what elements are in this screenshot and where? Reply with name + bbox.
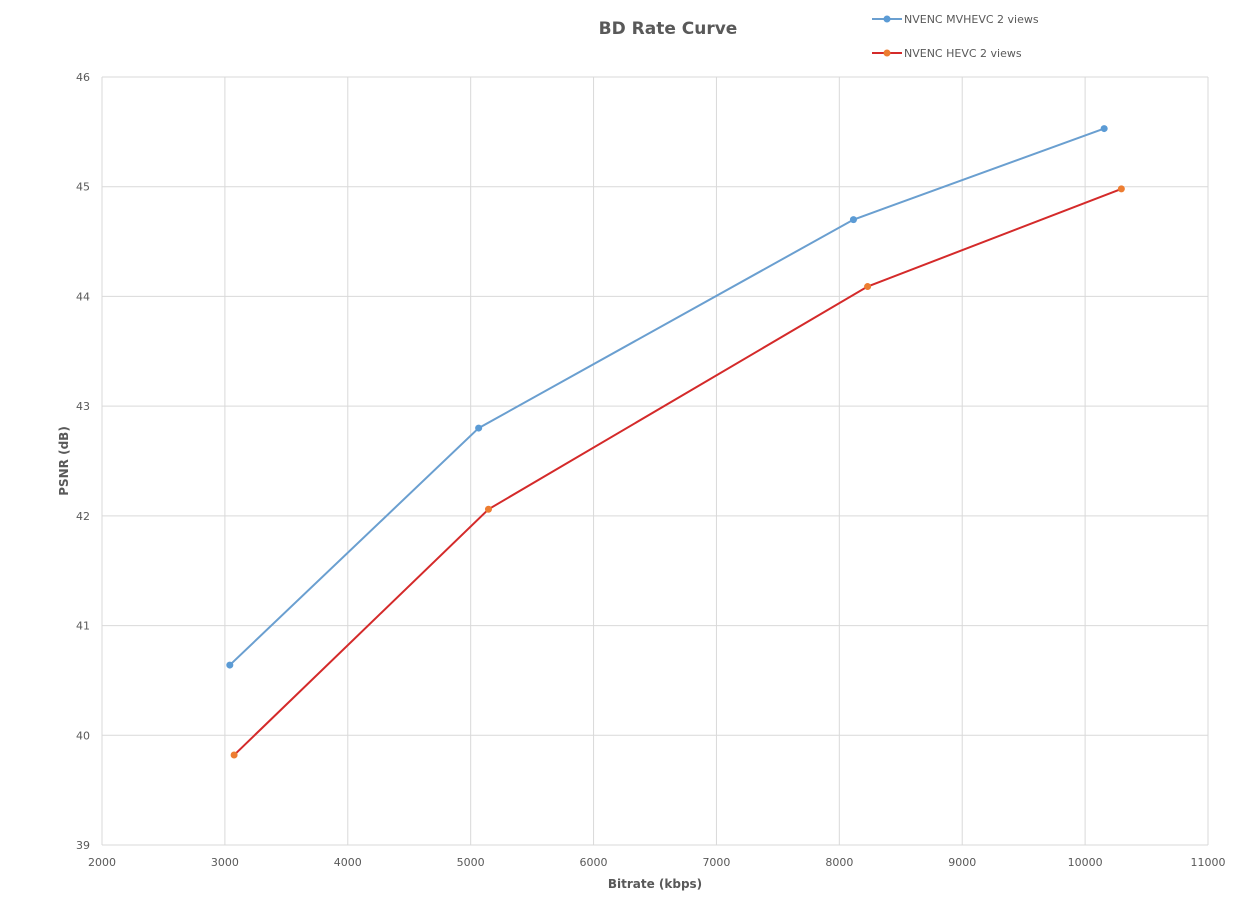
- x-tick-label: 9000: [948, 856, 976, 869]
- y-tick-label: 40: [76, 729, 90, 742]
- data-point: [484, 505, 492, 513]
- x-tick-label: 7000: [702, 856, 730, 869]
- y-axis-label: PSNR (dB): [57, 426, 71, 496]
- y-tick-label: 46: [76, 71, 90, 84]
- y-tick-label: 44: [76, 290, 90, 303]
- data-point: [864, 283, 872, 291]
- legend-marker: [883, 15, 891, 23]
- x-tick-label: 11000: [1191, 856, 1226, 869]
- data-point: [1117, 185, 1125, 193]
- x-tick-label: 4000: [334, 856, 362, 869]
- x-tick-label: 2000: [88, 856, 116, 869]
- x-tick-label: 6000: [580, 856, 608, 869]
- data-point: [226, 661, 234, 669]
- x-tick-label: 10000: [1068, 856, 1103, 869]
- series-line: [233, 187, 1122, 756]
- y-tick-label: 42: [76, 510, 90, 523]
- x-axis-label: Bitrate (kbps): [608, 877, 702, 891]
- x-tick-label: 3000: [211, 856, 239, 869]
- data-point: [475, 424, 483, 432]
- y-tick-label: 41: [76, 620, 90, 633]
- data-point: [1100, 125, 1108, 133]
- legend-label: NVENC MVHEVC 2 views: [904, 13, 1039, 26]
- data-point: [849, 216, 857, 224]
- x-tick-label: 8000: [825, 856, 853, 869]
- y-tick-label: 39: [76, 839, 90, 852]
- x-tick-label: 5000: [457, 856, 485, 869]
- series-line: [229, 127, 1105, 666]
- legend-marker: [883, 49, 891, 57]
- chart-title: BD Rate Curve: [599, 19, 738, 39]
- legend-label: NVENC HEVC 2 views: [904, 47, 1022, 60]
- y-tick-label: 43: [76, 400, 90, 413]
- data-point: [230, 751, 238, 759]
- y-tick-label: 45: [76, 181, 90, 194]
